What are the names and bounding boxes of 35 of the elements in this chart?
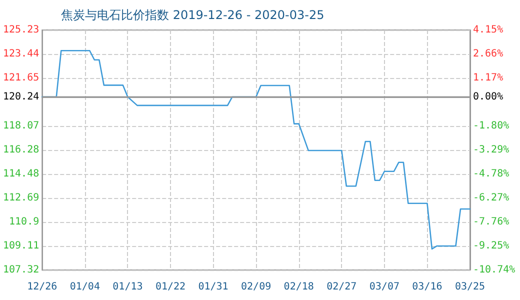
x-tick-label: 12/26 <box>27 282 58 292</box>
line-series <box>41 50 471 250</box>
x-tick-label: 01/31 <box>198 282 228 292</box>
y2-tick-label: 1.17% <box>473 72 504 84</box>
y2-tick-label: -7.76% <box>473 216 510 228</box>
x-tick-label: 01/13 <box>112 282 143 292</box>
y2-tick-label: -3.29% <box>473 144 510 156</box>
y-tick-label: 112.69 <box>3 192 40 204</box>
x-tick-label: 03/07 <box>369 282 400 292</box>
y-tick-label: 107.32 <box>3 264 40 276</box>
x-tick-label: 02/18 <box>284 282 314 292</box>
x-tick-label: 01/22 <box>155 282 186 292</box>
y2-tick-label: -9.25% <box>473 240 510 252</box>
x-tick-label: 02/09 <box>241 282 272 292</box>
x-tick-label: 03/25 <box>454 282 486 292</box>
y2-tick-label: -4.78% <box>473 168 510 180</box>
y2-tick-label: 4.15% <box>473 24 504 36</box>
y-tick-label: 123.44 <box>3 48 40 60</box>
x-tick-label: 01/04 <box>70 282 100 292</box>
y2-tick-label: -10.74% <box>473 264 516 276</box>
y-tick-label: 114.48 <box>3 168 40 180</box>
y-tick-label: 109.11 <box>3 240 40 252</box>
y2-tick-label: -6.27% <box>473 192 510 204</box>
x-tick-label: 02/27 <box>326 282 357 292</box>
y2-tick-label: 2.66% <box>473 48 504 60</box>
x-tick-label: 03/16 <box>412 282 442 292</box>
y-tick-label: 121.65 <box>3 72 40 84</box>
chart-title: 焦炭与电石比价指数 2019-12-26 - 2020-03-25 <box>61 8 324 22</box>
y-tick-label: 125.23 <box>3 24 40 36</box>
y-tick-label: 118.07 <box>3 120 40 132</box>
y-tick-label: 116.28 <box>3 144 40 156</box>
y-tick-label: 120.24 <box>3 91 40 102</box>
y-tick-label: 110.9 <box>9 216 40 228</box>
y2-tick-label: 0.00% <box>473 91 504 102</box>
y2-tick-label: -1.80% <box>473 120 510 132</box>
